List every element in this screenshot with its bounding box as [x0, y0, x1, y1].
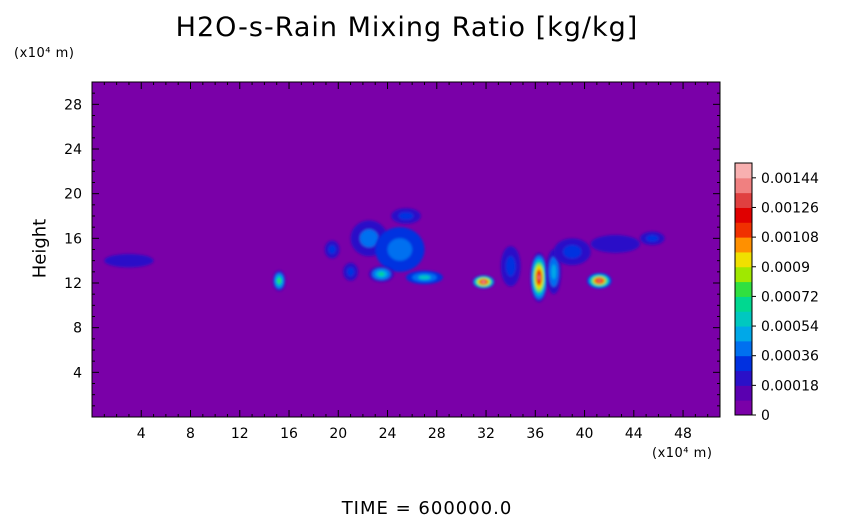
- colorbar-swatch: [735, 371, 752, 386]
- x-tick-label: 16: [280, 426, 298, 442]
- y-tick-label: 4: [73, 365, 82, 381]
- rain-contour: [347, 267, 354, 276]
- colorbar-swatch: [735, 282, 752, 297]
- y-tick-label: 16: [64, 231, 82, 247]
- colorbar-swatch: [735, 296, 752, 311]
- colorbar-label: 0: [761, 408, 770, 424]
- colorbar-swatch: [735, 178, 752, 193]
- colorbar-swatch: [735, 385, 752, 400]
- colorbar-swatch: [735, 163, 752, 178]
- x-tick-label: 8: [186, 426, 195, 442]
- rain-feature: [530, 253, 547, 302]
- rain-feature: [640, 232, 665, 245]
- y-tick-label: 24: [64, 142, 82, 158]
- x-tick-label: 4: [137, 426, 146, 442]
- rain-feature: [391, 208, 421, 224]
- rain-contour: [482, 281, 484, 282]
- colorbar-label: 0.0009: [761, 260, 810, 276]
- rain-feature: [472, 275, 494, 288]
- x-tick-label: 28: [428, 426, 446, 442]
- rain-contour: [506, 256, 516, 276]
- rain-contour: [551, 264, 556, 279]
- rain-feature: [273, 271, 285, 291]
- x-tick-label: 24: [379, 426, 397, 442]
- colorbar-swatch: [735, 237, 752, 252]
- colorbar-swatch: [735, 326, 752, 341]
- y-tick-label: 8: [73, 321, 82, 337]
- colorbar-swatch: [735, 193, 752, 208]
- colorbar: 0.00144 0.00126 0.00108 0.0009 0.00072 0.0005…: [735, 163, 819, 424]
- rain-feature: [587, 273, 612, 289]
- x-tick-label: 48: [674, 426, 692, 442]
- rain-contour: [418, 275, 430, 279]
- rain-contour: [388, 238, 413, 260]
- rain-feature: [501, 246, 521, 286]
- x-tick-label: 44: [625, 426, 643, 442]
- rain-contour: [598, 280, 601, 282]
- rain-contour: [399, 212, 414, 220]
- rain-contour: [563, 245, 581, 258]
- colorbar-label: 0.00036: [761, 349, 819, 365]
- colorbar-swatch: [735, 252, 752, 267]
- colorbar-label: 0.00108: [761, 230, 819, 246]
- rain-contour: [646, 235, 658, 242]
- rain-feature: [406, 271, 443, 284]
- rain-contour: [360, 229, 378, 247]
- x-tick-label: 40: [576, 426, 594, 442]
- y-tick-label: 28: [64, 97, 82, 113]
- y-tick-label: 20: [64, 187, 82, 203]
- rain-feature: [369, 266, 394, 282]
- colorbar-swatch: [735, 341, 752, 356]
- rain-contour: [278, 279, 280, 283]
- x-tick-label: 20: [329, 426, 347, 442]
- rain-feature: [325, 241, 340, 259]
- colorbar-label: 0.00072: [761, 289, 819, 305]
- rain-contour: [328, 245, 335, 254]
- colorbar-label: 0.00126: [761, 200, 819, 216]
- rain-contour: [603, 239, 628, 248]
- colorbar-swatch: [735, 356, 752, 371]
- colorbar-swatch: [735, 207, 752, 222]
- x-tick-label: 12: [231, 426, 249, 442]
- x-tick-label: 32: [477, 426, 495, 442]
- colorbar-swatch: [735, 222, 752, 237]
- rain-contour: [538, 275, 540, 280]
- rain-feature: [554, 238, 591, 265]
- rain-feature: [375, 227, 424, 272]
- rain-feature: [104, 254, 153, 267]
- rain-feature: [343, 263, 358, 281]
- rain-contour: [117, 257, 142, 264]
- rain-feature: [591, 235, 640, 253]
- rain-contour: [378, 272, 384, 276]
- colorbar-swatch: [735, 400, 752, 415]
- colorbar-swatch: [735, 267, 752, 282]
- colorbar-label: 0.00144: [761, 171, 819, 187]
- x-tick-label: 36: [526, 426, 544, 442]
- colorbar-swatch: [735, 311, 752, 326]
- colorbar-label: 0.00018: [761, 378, 819, 394]
- y-tick-label: 12: [64, 276, 82, 292]
- colorbar-label: 0.00054: [761, 319, 819, 335]
